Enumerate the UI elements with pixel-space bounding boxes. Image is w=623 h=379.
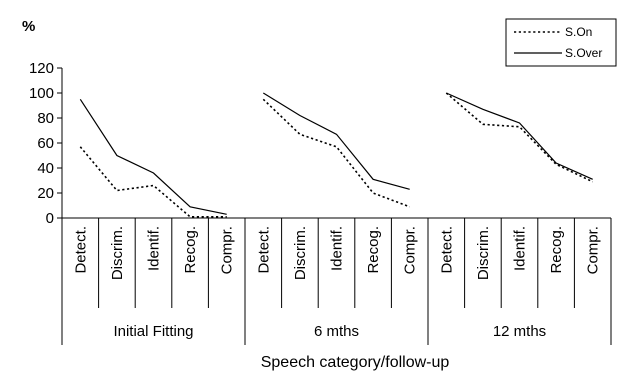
group-label: Initial Fitting: [113, 323, 193, 340]
legend-box: [505, 18, 617, 67]
category-label: Discrim.: [292, 226, 309, 280]
category-label: Recog.: [182, 226, 199, 274]
category-label: Recog.: [365, 226, 382, 274]
legend: S.On S.Over: [505, 18, 617, 67]
y-tick-label: 0: [46, 210, 54, 227]
y-tick-label: 20: [37, 185, 54, 202]
x-axis-title: Speech category/follow-up: [261, 354, 450, 371]
category-label: Discrim.: [475, 226, 492, 280]
series-line-s-over: [79, 98, 227, 215]
category-label: Detect.: [72, 226, 89, 274]
category-label: Identif.: [512, 226, 529, 271]
category-label: Identif.: [329, 226, 346, 271]
y-tick-label: 40: [37, 160, 54, 177]
category-label: Identif.: [146, 226, 163, 271]
category-label: Discrim.: [109, 226, 126, 280]
series-line-s-over: [262, 92, 410, 190]
category-label: Compr.: [585, 226, 602, 274]
y-tick-label: 60: [37, 135, 54, 152]
category-label: Compr.: [219, 226, 236, 274]
series-line-s-over: [446, 92, 593, 180]
y-tick-label: 80: [37, 110, 54, 127]
category-label: Recog.: [548, 226, 565, 274]
category-label: Compr.: [402, 226, 419, 274]
y-unit-label: %: [22, 18, 35, 35]
y-tick-label: 100: [29, 85, 54, 102]
legend-label-s-on: S.On: [565, 25, 592, 39]
series-line-s-on: [79, 146, 227, 218]
category-label: Detect.: [255, 226, 272, 274]
series-line-s-on: [262, 98, 410, 208]
category-label: Detect.: [438, 226, 455, 274]
plot-area: 0 20 40 60 80 100 120 Detect. Discrim. Identif. Re…: [29, 60, 612, 345]
legend-label-s-over: S.Over: [565, 46, 602, 60]
series-line-s-on: [445, 92, 594, 183]
y-tick-label: 120: [29, 60, 54, 77]
group-label: 12 mths: [493, 323, 546, 340]
group-label: 6 mths: [314, 323, 359, 340]
